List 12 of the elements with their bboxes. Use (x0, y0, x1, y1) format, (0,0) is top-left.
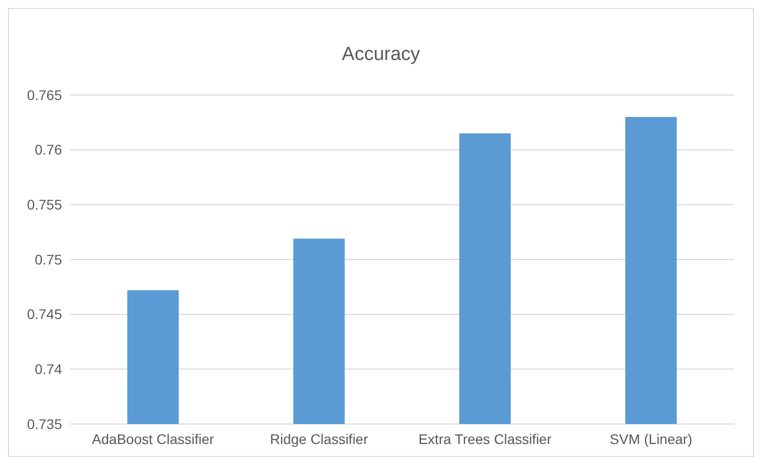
x-tick-label: Extra Trees Classifier (418, 431, 552, 447)
y-tick-label: 0.76 (34, 142, 62, 158)
chart-title: Accuracy (342, 44, 421, 65)
x-tick-label: SVM (Linear) (610, 431, 692, 447)
x-tick-label: Ridge Classifier (270, 431, 368, 447)
y-tick-label: 0.74 (34, 361, 62, 378)
y-tick-label: 0.735 (26, 416, 62, 432)
y-tick-label: 0.755 (26, 196, 62, 213)
y-tick-label: 0.745 (26, 306, 62, 322)
y-tick-label: 0.765 (26, 86, 62, 103)
y-tick-label: 0.75 (34, 251, 62, 268)
x-tick-label: AdaBoost Classifier (92, 431, 214, 447)
